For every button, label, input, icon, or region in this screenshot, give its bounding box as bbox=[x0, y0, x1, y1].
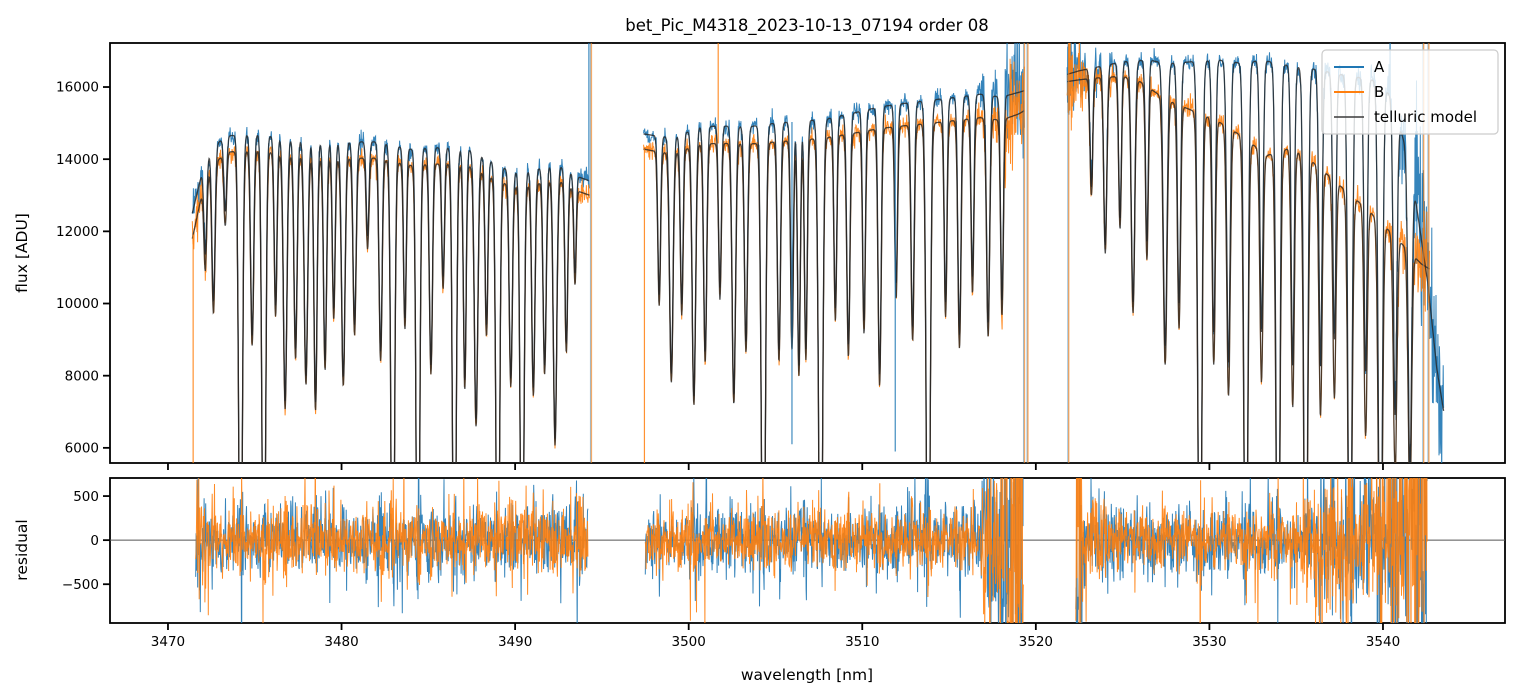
flux-axis-label: flux [ADU] bbox=[13, 213, 31, 293]
legend: A B telluric model bbox=[1321, 49, 1499, 135]
x-tick-label: 3530 bbox=[1192, 634, 1226, 650]
residual-series bbox=[195, 478, 1428, 623]
legend-label-B: B bbox=[1374, 83, 1384, 101]
legend-box bbox=[1321, 49, 1499, 135]
flux-tick-label: 12000 bbox=[56, 224, 99, 240]
legend-label-telluric-model: telluric model bbox=[1374, 108, 1477, 126]
x-tick-label: 3520 bbox=[1019, 634, 1053, 650]
residual-A-path bbox=[1075, 478, 1428, 623]
plot-area: 3470 3480 3490 3500 3510 3520 3530 3540 6000 8000… bbox=[56, 42, 1506, 650]
telluric-model-path bbox=[643, 90, 1025, 463]
x-axis-label: wavelength [nm] bbox=[741, 666, 873, 684]
x-tick-label: 3490 bbox=[498, 634, 532, 650]
residual-B-path bbox=[644, 478, 1024, 623]
residual-tick-label: 500 bbox=[73, 489, 99, 505]
flux-tick-label: 6000 bbox=[65, 441, 99, 457]
legend-label-A: A bbox=[1374, 58, 1385, 76]
x-tick-label: 3540 bbox=[1366, 634, 1400, 650]
residual-tick-label: −500 bbox=[62, 577, 99, 593]
x-tick-label: 3500 bbox=[672, 634, 706, 650]
x-tick-label: 3470 bbox=[151, 634, 185, 650]
flux-tick-label: 8000 bbox=[65, 368, 99, 384]
residual-B-path bbox=[195, 478, 589, 623]
axis-tick-labels: 3470 3480 3490 3500 3510 3520 3530 3540 6000 8000… bbox=[56, 80, 1400, 650]
flux-series bbox=[191, 43, 1445, 463]
telluric-model-path bbox=[643, 110, 1025, 463]
x-tick-label: 3480 bbox=[324, 634, 358, 650]
residual-tick-label: 0 bbox=[90, 533, 99, 549]
x-tick-label: 3510 bbox=[845, 634, 879, 650]
telluric-model-path bbox=[1067, 76, 1430, 463]
flux-tick-label: 14000 bbox=[56, 152, 99, 168]
flux-tick-label: 16000 bbox=[56, 80, 99, 96]
residual-B-path bbox=[1075, 478, 1428, 623]
plot-title: bet_Pic_M4318_2023-10-13_07194 order 08 bbox=[625, 16, 988, 36]
telluric-model-path bbox=[191, 151, 590, 463]
axis-ticks bbox=[103, 86, 1384, 630]
flux-tick-label: 10000 bbox=[56, 296, 99, 312]
residual-axis-label: residual bbox=[13, 519, 31, 580]
